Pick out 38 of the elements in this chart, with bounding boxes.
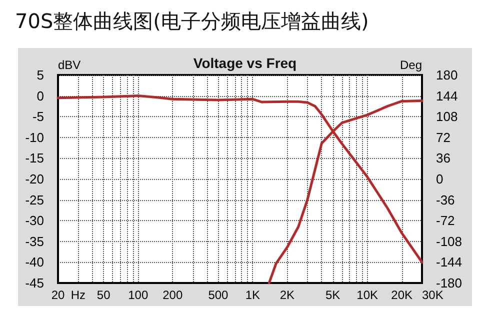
x-tick-label: 10K <box>356 288 378 302</box>
x-tick-label: 30K <box>422 288 444 302</box>
x-tick-label: Hz <box>70 288 86 302</box>
x-tick-label: 20 <box>51 288 65 302</box>
y2-tick-label: 36 <box>436 150 450 166</box>
x-tick-label: 2K <box>280 288 295 302</box>
y2-tick-label: -72 <box>436 213 455 228</box>
y-tick-label: 5 <box>36 68 44 82</box>
chart-title: 70S整体曲线图(电子分频电压增益曲线) <box>15 9 369 33</box>
x-tick-label: 20K <box>391 288 412 302</box>
y-tick-label: -45 <box>25 276 44 290</box>
y2-tick-label: 144 <box>436 88 458 104</box>
chart-subtitle: Voltage vs Freq <box>193 55 297 71</box>
y-tick-label: -35 <box>25 234 44 249</box>
x-tick-label: 100 <box>128 288 148 302</box>
y2-tick-label: -180 <box>436 276 462 290</box>
y-tick-label: -40 <box>25 254 44 270</box>
y-axis-title: dBV <box>58 58 81 72</box>
x-tick-label: 1K <box>245 288 260 302</box>
x-tick-label: 500 <box>208 288 229 302</box>
y2-tick-label: 0 <box>436 172 444 186</box>
x-tick-label: 50 <box>96 288 111 302</box>
y-tick-label: -5 <box>32 109 44 124</box>
y-tick-label: -10 <box>25 130 44 145</box>
x-tick-label: 5K <box>325 288 340 302</box>
x-tick-label: 200 <box>162 288 183 302</box>
y-tick-label: -20 <box>25 172 44 186</box>
y2-tick-label: 108 <box>436 109 458 124</box>
y-tick-label: -15 <box>25 150 44 166</box>
y-tick-label: 0 <box>36 88 44 104</box>
y2-tick-label: -36 <box>436 192 455 208</box>
y-tick-label: -30 <box>25 213 44 228</box>
y2-tick-label: -108 <box>436 234 462 249</box>
y2-axis-title: Deg <box>400 58 422 72</box>
y2-tick-label: -144 <box>436 254 462 270</box>
y2-tick-label: 180 <box>436 68 458 82</box>
y2-tick-label: 72 <box>436 130 450 145</box>
y-tick-label: -25 <box>25 192 44 208</box>
